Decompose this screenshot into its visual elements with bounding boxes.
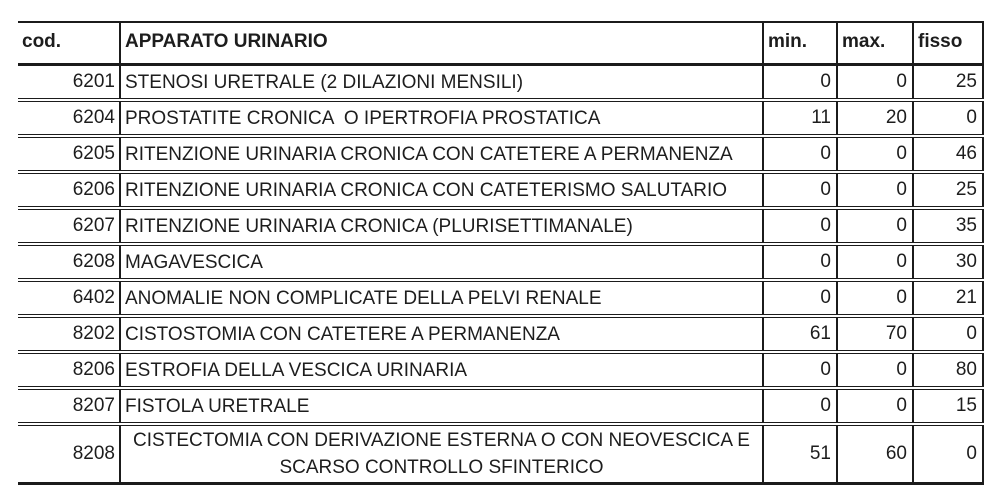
- column-header-cod: cod.: [18, 21, 120, 66]
- cell-fisso: 25: [912, 172, 984, 210]
- cell-min: 0: [762, 208, 837, 246]
- cell-description: RITENZIONE URINARIA CRONICA CON CATETERI…: [119, 172, 763, 210]
- cell-max: 0: [836, 388, 913, 426]
- cell-max: 0: [836, 244, 913, 282]
- table-body: 6201 STENOSI URETRALE (2 DILAZIONI MENSI…: [18, 64, 984, 485]
- cell-description: CISTOSTOMIA CON CATETERE A PERMANENZA: [119, 316, 763, 354]
- cell-fisso: 46: [912, 136, 984, 174]
- cell-min: 0: [762, 388, 837, 426]
- table-row: 6206 RITENZIONE URINARIA CRONICA CON CAT…: [18, 172, 984, 210]
- cell-fisso: 0: [912, 100, 984, 138]
- cell-fisso: 25: [912, 64, 984, 102]
- table-row: 8202 CISTOSTOMIA CON CATETERE A PERMANEN…: [18, 316, 984, 354]
- cell-fisso: 80: [912, 352, 984, 390]
- column-header-title: APPARATO URINARIO: [119, 21, 763, 66]
- cell-max: 70: [836, 316, 913, 354]
- cell-description: RITENZIONE URINARIA CRONICA (PLURISETTIM…: [119, 208, 763, 246]
- cell-code: 8208: [18, 424, 120, 485]
- cell-description: MAGAVESCICA: [119, 244, 763, 282]
- cell-code: 6208: [18, 244, 120, 282]
- cell-min: 61: [762, 316, 837, 354]
- cell-min: 0: [762, 136, 837, 174]
- table-row: 6402 ANOMALIE NON COMPLICATE DELLA PELVI…: [18, 280, 984, 318]
- cell-max: 0: [836, 136, 913, 174]
- cell-code: 6206: [18, 172, 120, 210]
- cell-fisso: 15: [912, 388, 984, 426]
- table-row: 8207 FISTOLA URETRALE 0 0 15: [18, 388, 984, 426]
- cell-min: 0: [762, 64, 837, 102]
- cell-min: 0: [762, 352, 837, 390]
- cell-fisso: 21: [912, 280, 984, 318]
- cell-max: 0: [836, 352, 913, 390]
- header-row: cod. APPARATO URINARIO min. max. fisso: [18, 21, 984, 66]
- column-header-fisso: fisso: [912, 21, 984, 66]
- table-row: 6205 RITENZIONE URINARIA CRONICA CON CAT…: [18, 136, 984, 174]
- cell-description: RITENZIONE URINARIA CRONICA CON CATETERE…: [119, 136, 763, 174]
- column-header-max: max.: [836, 21, 913, 66]
- cell-fisso: 30: [912, 244, 984, 282]
- cell-min: 0: [762, 280, 837, 318]
- table-row: 6201 STENOSI URETRALE (2 DILAZIONI MENSI…: [18, 64, 984, 102]
- cell-description: CISTECTOMIA CON DERIVAZIONE ESTERNA O CO…: [119, 424, 763, 485]
- cell-code: 6205: [18, 136, 120, 174]
- cell-max: 20: [836, 100, 913, 138]
- tariff-table: cod. APPARATO URINARIO min. max. fisso 6…: [18, 21, 984, 485]
- cell-description: STENOSI URETRALE (2 DILAZIONI MENSILI): [119, 64, 763, 102]
- cell-description: FISTOLA URETRALE: [119, 388, 763, 426]
- table-row: 8208 CISTECTOMIA CON DERIVAZIONE ESTERNA…: [18, 424, 984, 485]
- cell-code: 8207: [18, 388, 120, 426]
- table-row: 6204 PROSTATITE CRONICA O IPERTROFIA PRO…: [18, 100, 984, 138]
- cell-min: 0: [762, 244, 837, 282]
- cell-code: 6204: [18, 100, 120, 138]
- cell-description: PROSTATITE CRONICA O IPERTROFIA PROSTATI…: [119, 100, 763, 138]
- cell-min: 51: [762, 424, 837, 485]
- cell-max: 0: [836, 208, 913, 246]
- cell-description: ESTROFIA DELLA VESCICA URINARIA: [119, 352, 763, 390]
- cell-code: 8202: [18, 316, 120, 354]
- cell-fisso: 35: [912, 208, 984, 246]
- cell-max: 60: [836, 424, 913, 485]
- column-header-min: min.: [762, 21, 837, 66]
- cell-code: 6207: [18, 208, 120, 246]
- cell-fisso: 0: [912, 316, 984, 354]
- cell-min: 11: [762, 100, 837, 138]
- table-row: 8206 ESTROFIA DELLA VESCICA URINARIA 0 0…: [18, 352, 984, 390]
- table-row: 6208 MAGAVESCICA 0 0 30: [18, 244, 984, 282]
- cell-max: 0: [836, 280, 913, 318]
- cell-code: 6201: [18, 64, 120, 102]
- cell-code: 6402: [18, 280, 120, 318]
- cell-fisso: 0: [912, 424, 984, 485]
- cell-max: 0: [836, 64, 913, 102]
- table-row: 6207 RITENZIONE URINARIA CRONICA (PLURIS…: [18, 208, 984, 246]
- cell-min: 0: [762, 172, 837, 210]
- cell-code: 8206: [18, 352, 120, 390]
- cell-description: ANOMALIE NON COMPLICATE DELLA PELVI RENA…: [119, 280, 763, 318]
- cell-max: 0: [836, 172, 913, 210]
